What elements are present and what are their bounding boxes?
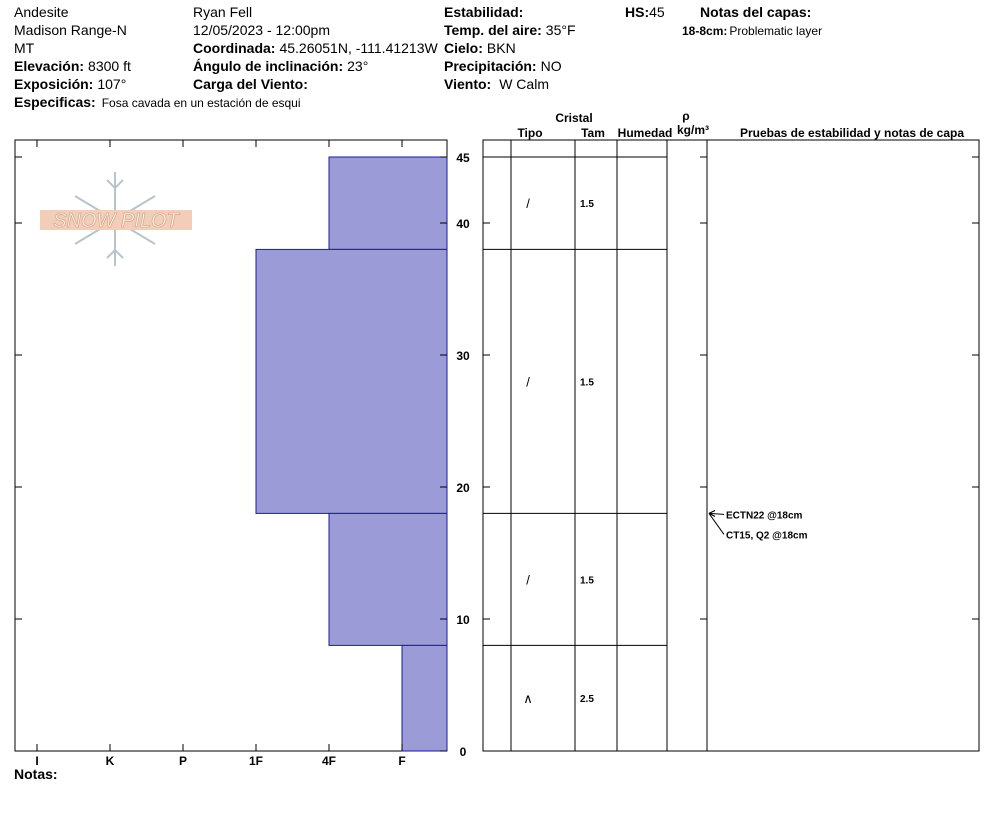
label: Cielo: (444, 40, 483, 56)
y-tick-label: 0 (460, 745, 467, 759)
layer-bar (255, 248, 448, 514)
layer-notes-title: Notas del capas: (700, 4, 811, 20)
label: Precipitación: (444, 58, 537, 74)
value: 107° (97, 76, 126, 92)
range: 18-8cm: (682, 24, 727, 38)
grain-type: / (526, 572, 530, 587)
value: NO (541, 58, 562, 74)
air-temp: Temp. del aire: 35°F (444, 22, 576, 38)
value: 45.26051N, -111.41213W (279, 40, 438, 56)
grain-size: 1.5 (580, 199, 594, 210)
specifics: Especificas: Fosa cavada en un estación d… (14, 94, 301, 110)
grain-type: / (526, 196, 530, 211)
value: W Calm (499, 76, 549, 92)
text: Problematic layer (729, 24, 822, 38)
elevation: Elevación: 8300 ft (14, 58, 131, 74)
hs: HS:45 (625, 4, 665, 20)
label: Coordinada: (193, 40, 275, 56)
label: Elevación: (14, 58, 84, 74)
grain-size: 2.5 (580, 694, 594, 705)
datetime: 12/05/2023 - 12:00pm (193, 22, 330, 38)
stability: Estabilidad: (444, 4, 523, 20)
label: Especificas: (14, 94, 96, 110)
grain-size: 1.5 (580, 575, 594, 586)
col-density: ρ (682, 109, 689, 123)
value: Fosa cavada en un estación de esqui (102, 96, 301, 110)
label: Exposición: (14, 76, 93, 92)
observer: Ryan Fell (193, 4, 252, 20)
value: 8300 ft (88, 58, 131, 74)
precipitation: Precipitación: NO (444, 58, 562, 74)
y-tick-label: 10 (456, 613, 470, 627)
x-tick-label: K (106, 754, 115, 768)
col-size: Tam (581, 126, 605, 140)
wind: Viento: W Calm (444, 76, 549, 92)
x-tick-label: P (179, 754, 187, 768)
layer-note: 18-8cm: Problematic layer (682, 24, 822, 38)
logo-text: SNOW PILOT (53, 210, 180, 232)
y-tick-label: 40 (456, 217, 470, 231)
test-text: ECTN22 @18cm (726, 510, 803, 521)
table-frame (482, 139, 980, 752)
aspect: Exposición: 107° (14, 76, 126, 92)
test-arrow (708, 513, 725, 535)
grain-type: / (526, 374, 530, 389)
y-tick-label: 45 (456, 151, 470, 165)
value: 45 (649, 4, 665, 20)
y-tick-label: 30 (456, 349, 470, 363)
label: Viento: (444, 76, 491, 92)
range: Madison Range-N (14, 22, 127, 38)
table-columns (510, 140, 708, 751)
col-crystal: Cristal (555, 111, 592, 125)
slope: Ángulo de inclinación: 23° (193, 58, 368, 74)
label: Temp. del aire: (444, 22, 542, 38)
col-type: Tipo (517, 126, 542, 140)
layer-bar (328, 156, 448, 250)
state: MT (14, 40, 35, 56)
wind-loading: Carga del Viento: (193, 76, 308, 92)
col-density-unit: kg/m³ (677, 123, 709, 137)
layer-bar (401, 644, 448, 752)
label: Ángulo de inclinación: (193, 58, 343, 74)
test-arrowhead (708, 509, 716, 517)
value: BKN (487, 40, 516, 56)
coordinates: Coordinada: 45.26051N, -111.41213W (193, 40, 438, 56)
x-tick-label: F (398, 754, 405, 768)
logo-band (40, 210, 192, 230)
location: Andesite (14, 4, 69, 20)
grain-size: 1.5 (580, 377, 594, 388)
sky: Cielo: BKN (444, 40, 516, 56)
notes-label: Notas: (14, 766, 58, 782)
layer-bar (328, 512, 448, 646)
value: 35°F (546, 22, 576, 38)
col-moisture: Humedad (618, 126, 673, 140)
test-text: CT15, Q2 @18cm (726, 530, 808, 541)
x-tick-label: 4F (322, 754, 336, 768)
x-tick-label: I (35, 754, 38, 768)
col-tests: Pruebas de estabilidad y notas de capa (740, 126, 964, 140)
x-tick-label: 1F (249, 754, 263, 768)
value: 23° (347, 58, 368, 74)
test-arrow (708, 512, 725, 515)
label: HS: (625, 4, 649, 20)
grain-type: ∧ (523, 691, 533, 706)
y-tick-label: 20 (456, 481, 470, 495)
